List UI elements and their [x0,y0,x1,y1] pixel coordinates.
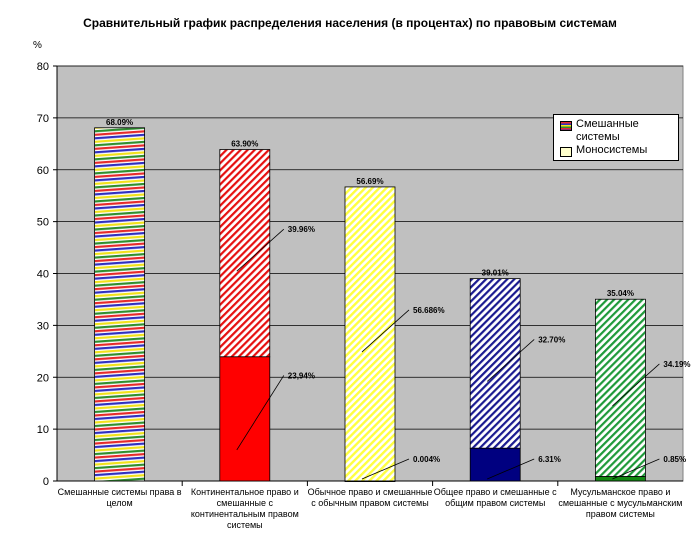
label-leader-line [236,228,285,272]
y-tick-label: 20 [37,372,49,384]
y-tick-label: 70 [37,113,49,125]
legend-label-mixed: Смешанные системы [576,118,639,143]
data-label-mixed: 56.686% [413,306,445,315]
label-leader-line [361,458,410,480]
data-label-mixed: 32.70% [538,335,565,344]
legend-swatch-mixed [560,121,572,131]
data-label-mixed: 34.19% [663,360,690,369]
data-label-total: 35.04% [607,289,634,298]
chart-title: Сравнительный график распределения насел… [83,16,617,30]
y-tick-label: 10 [37,424,49,436]
data-label-mono: 0.85% [663,455,686,464]
label-leader-line [612,363,660,407]
legend-item-mono: Моносистемы [560,144,647,157]
label-leader-line [486,339,535,382]
y-axis-label: % [33,40,42,51]
x-category-label: Смешанные системы права в целом [57,487,182,508]
y-tick-label: 80 [37,61,49,73]
y-tick-label: 60 [37,165,49,177]
data-label-mixed: 39.96% [288,225,315,234]
data-label-total: 63.90% [231,140,258,149]
bar-segment-mono [595,476,646,482]
y-tick-label: 30 [37,320,49,332]
bar-segment-mono [219,356,271,482]
label-leader-line [236,375,285,451]
y-tick-label: 50 [37,217,49,229]
chart-legend: Смешанные системы Моносистемы [553,114,679,161]
y-tick-label: 0 [43,476,49,488]
label-leader-line [612,458,660,480]
bar-segment-mixed [219,149,271,358]
x-category-label: Обычное право и смешанные с обычным прав… [307,487,433,508]
data-label-mono: 23,94% [288,371,315,380]
y-tick-label: 40 [37,269,49,281]
data-label-total: 56.69% [356,177,383,186]
data-label-mono: 6.31% [538,455,561,464]
legend-item-mixed: Смешанные системы [560,118,678,144]
bar-segment-mixed [344,186,396,482]
data-label-mono: 0.004% [413,455,440,464]
bar-segment-mixed [595,298,646,477]
legend-swatch-mono [560,147,572,157]
bar-segment-mixed [469,278,521,449]
x-category-label: Мусульманское право и смешанные с мусуль… [558,487,683,519]
data-label-total: 39.01% [482,269,509,278]
bar-mixed-systems [94,127,145,482]
label-leader-line [361,309,410,353]
x-category-label: Общее право и смешанные с общим правом с… [433,487,557,508]
bar-segment-mono [469,447,521,482]
data-label-total: 68.09% [106,118,133,127]
legend-label-mono: Моносистемы [576,144,648,156]
bar-segment-mono [344,480,396,482]
x-category-label: Континентальное право и смешанные с конт… [190,487,299,530]
label-leader-line [487,458,535,480]
